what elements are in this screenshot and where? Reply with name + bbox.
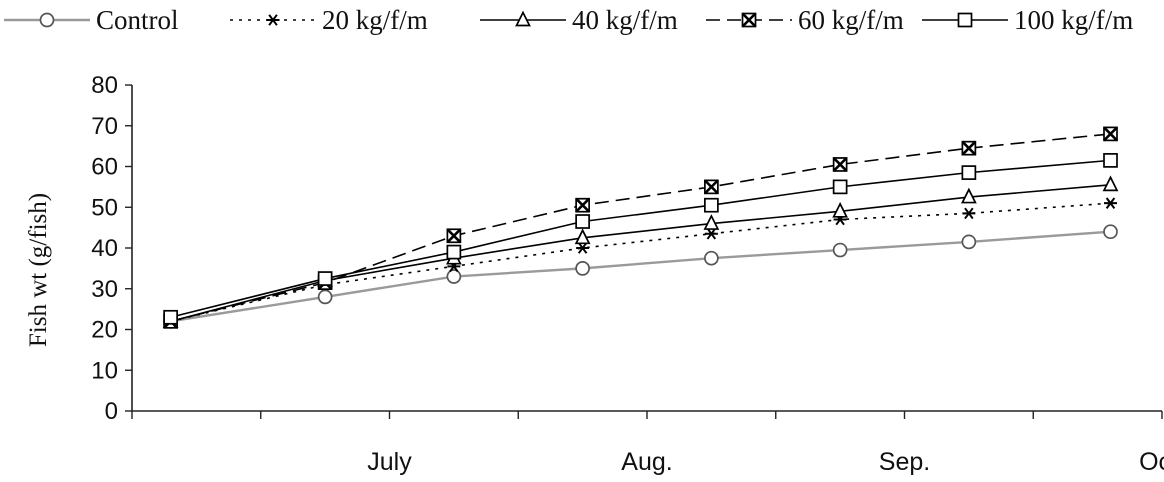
- y-axis-label: Fish wt (g/fish): [25, 193, 52, 347]
- legend-label: Control: [96, 5, 179, 35]
- axes: 0 10 20 30 40 50 60 70 80 July Aug. Sep. Oct.: [91, 72, 1164, 476]
- series-layer: [162, 126, 1119, 329]
- data-point: [317, 271, 333, 286]
- data-point: [1103, 126, 1118, 142]
- legend-marker: [741, 12, 757, 28]
- data-point: [446, 228, 462, 244]
- legend-label: 60 kg/f/m: [798, 5, 904, 35]
- legend-item-20-kg-f-m: 20 kg/f/m: [230, 5, 428, 35]
- data-point: [575, 197, 591, 213]
- series-20-kg-f-m: [164, 197, 1117, 328]
- data-point: [574, 228, 591, 245]
- data-point: [703, 179, 719, 195]
- legend-label: 40 kg/f/m: [572, 5, 678, 35]
- legend-marker: [266, 14, 280, 26]
- y-tick-label: 50: [91, 194, 118, 221]
- x-tick-label: July: [367, 448, 412, 476]
- data-point: [1104, 197, 1117, 209]
- legend-label: 100 kg/f/m: [1014, 5, 1133, 35]
- data-point: [961, 234, 977, 250]
- data-point: [576, 242, 590, 254]
- y-tick-label: 80: [91, 72, 118, 99]
- y-tick-label: 30: [91, 276, 118, 303]
- series-control: [163, 224, 1118, 329]
- data-point: [832, 242, 848, 258]
- series-line: [170, 159, 1111, 319]
- legend-label: 20 kg/f/m: [322, 5, 428, 35]
- data-point: [1103, 224, 1118, 240]
- series-40-kg-f-m: [162, 175, 1119, 328]
- legend-marker: [39, 12, 55, 28]
- legend-item-40-kg-f-m: 40 kg/f/m: [480, 5, 678, 35]
- data-point: [703, 214, 720, 230]
- series-line: [170, 230, 1111, 323]
- data-point: [317, 289, 333, 305]
- data-point: [446, 269, 462, 284]
- data-point: [961, 140, 977, 156]
- series-60-kg-f-m: [163, 126, 1118, 329]
- y-tick-label: 20: [91, 317, 118, 344]
- legend: Control 20 kg/f/m 40 kg/f/m 60 kg/f/m 100 kg…: [4, 5, 1133, 35]
- data-point: [832, 201, 849, 218]
- data-point: [575, 261, 590, 276]
- series-line: [170, 202, 1111, 323]
- data-point: [704, 227, 718, 240]
- legend-marker: [515, 10, 531, 27]
- data-point: [1102, 175, 1119, 192]
- y-tick-label: 60: [91, 154, 118, 181]
- legend-marker: [957, 12, 973, 28]
- data-point: [704, 250, 719, 266]
- legend-item-control: Control: [4, 5, 179, 35]
- legend-item-60-kg-f-m: 60 kg/f/m: [706, 5, 904, 35]
- legend-item-100-kg-f-m: 100 kg/f/m: [922, 5, 1133, 35]
- data-point: [1103, 153, 1118, 168]
- data-point: [832, 179, 848, 195]
- series-line: [170, 133, 1111, 323]
- data-point: [704, 197, 719, 213]
- data-point: [575, 214, 590, 229]
- data-point: [163, 309, 178, 325]
- y-tick-label: 0: [105, 398, 118, 425]
- series-line: [170, 184, 1111, 323]
- y-tick-label: 70: [91, 113, 118, 140]
- series-100-kg-f-m: [163, 153, 1118, 325]
- data-point: [961, 165, 977, 180]
- y-tick-label: 40: [91, 235, 118, 262]
- data-point: [832, 157, 848, 172]
- x-tick-label: Oct.: [1139, 448, 1164, 476]
- y-tick-label: 10: [91, 357, 118, 384]
- x-tick-label: Sep.: [879, 448, 930, 476]
- data-point: [962, 207, 976, 220]
- x-tick-label: Aug.: [621, 448, 672, 476]
- data-point: [960, 187, 977, 204]
- data-point: [446, 244, 462, 260]
